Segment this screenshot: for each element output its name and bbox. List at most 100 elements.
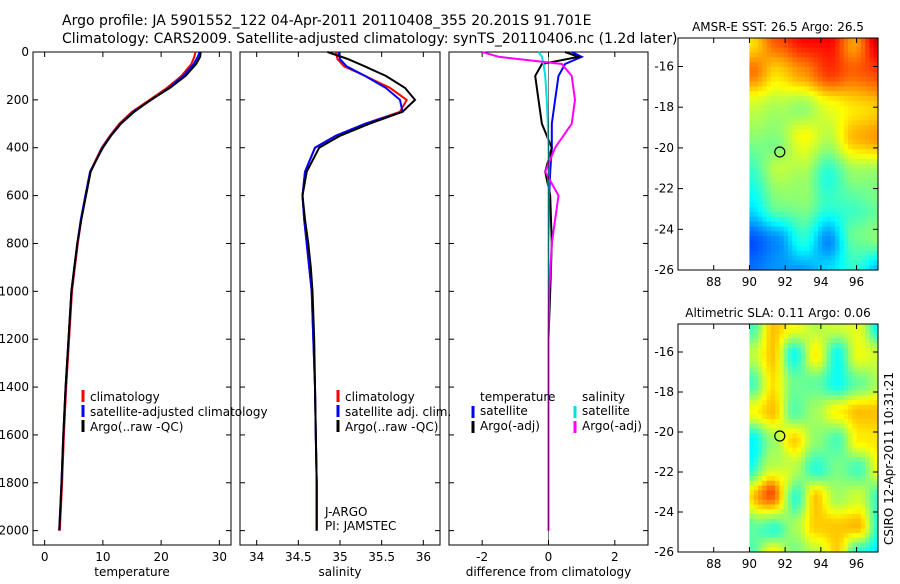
map-cell [775,115,781,121]
map-cell [822,452,828,458]
map-cell [822,76,828,83]
map-cell [783,134,789,141]
map-cell [788,338,793,344]
map-cell [796,347,802,354]
map-cell [835,255,841,261]
map-cell [753,385,759,392]
map-cell [766,120,772,126]
map-cell [796,390,802,396]
map-cell [788,366,793,373]
map-cell [800,404,806,411]
map-cell [839,62,845,68]
map-cell [770,390,776,396]
map-cell [758,447,763,453]
map-cell [788,343,793,349]
depth-tick-label: 600 [6,189,29,203]
map-cell [775,357,781,363]
map-cell [852,518,858,525]
map-cell [766,139,772,145]
map-cell [873,419,879,425]
map-cell [848,385,853,392]
map-cell [852,490,858,496]
map-cell [775,537,781,544]
map-cell [869,485,875,491]
map-cell [826,490,832,496]
map-cell [813,207,819,213]
map-cell [839,352,845,358]
map-cell [788,100,793,107]
map-cell [818,76,823,83]
map-cell [766,187,772,194]
map-cell [783,216,789,223]
map-cell [830,38,836,44]
map-cell [753,528,759,534]
map-cell [843,433,849,439]
map-cell [860,419,866,425]
map-cell [800,115,806,121]
map-cell [826,480,832,487]
map-cell [839,476,845,482]
map-cell [835,352,841,358]
map-cell [809,100,815,107]
map-cell [792,100,798,107]
map-xtick-label: 92 [778,275,793,289]
map-cell [843,528,849,534]
map-cell [788,129,793,136]
map-cell [770,47,776,54]
map-cell [856,76,862,83]
map-cell [753,202,759,208]
map-cell [770,125,776,131]
map-cell [749,120,755,126]
map-cell [852,509,858,515]
map-cell [788,324,793,330]
map-cell [775,100,781,107]
map-cell [758,226,763,232]
map-cell [770,509,776,515]
map-cell [792,452,798,458]
map-cell [800,352,806,358]
map-cell [856,504,862,510]
map-cell [822,221,828,228]
map-cell [830,381,836,387]
map-cell [818,395,823,401]
map-cell [860,86,866,92]
map-cell [758,86,763,92]
map-cell [865,226,871,232]
map-cell [830,419,836,425]
map-cell [822,514,828,520]
map-cell [788,62,793,68]
map-cell [848,120,853,126]
map-cell [775,533,781,539]
map-cell [865,221,871,228]
map-cell [749,533,755,539]
map-cell [809,125,815,131]
map-cell [766,91,772,97]
map-cell [758,485,763,491]
map-cell [865,518,871,525]
map-cell [792,216,798,223]
map-cell [783,250,789,257]
sst-map-panel: AMSR-E SST: 26.5 Argo: 26.5-16-18-20-22-… [654,20,879,289]
map-cell [839,466,845,472]
map-cell [809,461,815,468]
map-xtick-label: 94 [813,557,828,571]
map-cell [856,338,862,344]
map-cell [749,352,755,358]
map-cell [813,62,819,68]
map-cell [809,178,815,184]
map-cell [835,158,841,165]
map-cell [865,333,871,339]
map-cell [749,442,755,449]
map-cell [775,71,781,78]
depth-tick-label: 1000 [0,284,29,298]
map-cell [792,404,798,411]
map-cell [749,197,755,203]
map-cell [779,231,785,237]
map-cell [809,509,815,515]
map-cell [749,226,755,232]
map-cell [753,158,759,165]
map-cell [852,352,858,358]
map-cell [830,110,836,116]
map-cell [749,457,755,463]
map-cell [753,129,759,136]
